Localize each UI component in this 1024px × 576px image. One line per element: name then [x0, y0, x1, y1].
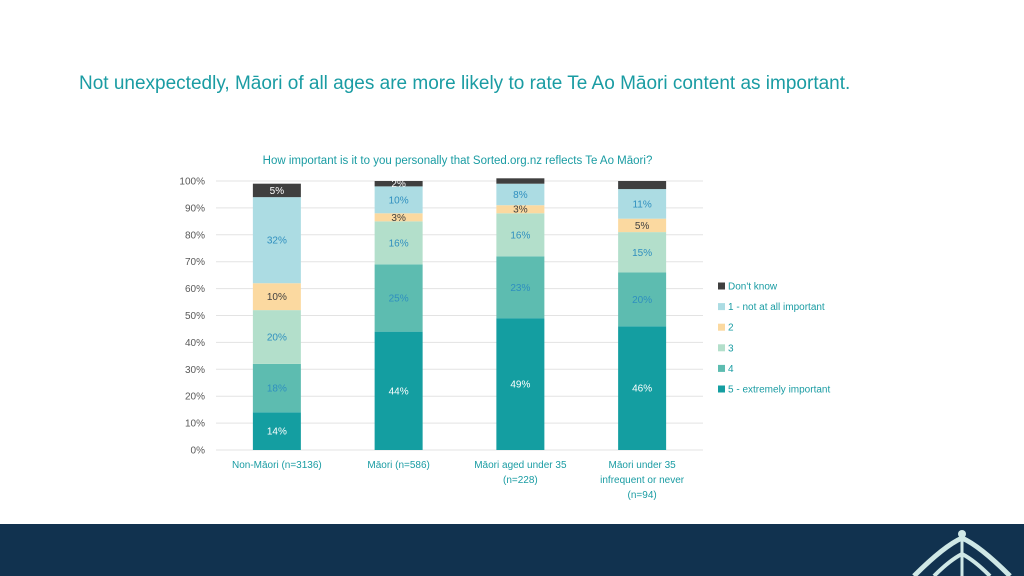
- data-label: 10%: [389, 195, 409, 206]
- y-tick-label: 90%: [185, 203, 205, 214]
- data-label: 44%: [389, 386, 409, 397]
- bar-segment: [618, 326, 667, 450]
- bar-segment: [496, 318, 545, 450]
- legend-swatch: [718, 385, 725, 393]
- bar-segment: [496, 256, 545, 319]
- legend-label: Don't know: [728, 282, 778, 293]
- data-label: 25%: [389, 294, 409, 305]
- bar-segment: [374, 221, 423, 265]
- legend-swatch: [718, 303, 725, 311]
- bar-segment: [374, 331, 423, 450]
- data-label: 2%: [391, 179, 406, 190]
- data-label: 11%: [632, 199, 651, 210]
- bar-segment: [496, 183, 545, 206]
- bar-segment: [496, 178, 545, 184]
- y-tick-label: 10%: [185, 419, 205, 430]
- bar-segment: [252, 412, 301, 450]
- data-label: 3%: [391, 213, 406, 224]
- bar-segment: [374, 181, 423, 187]
- y-tick-label: 20%: [185, 392, 205, 403]
- bar-segment: [496, 213, 545, 257]
- bar-segment: [618, 218, 667, 233]
- data-label: 20%: [267, 333, 287, 344]
- legend-swatch: [718, 282, 725, 290]
- data-label: 49%: [510, 380, 530, 391]
- data-label: 3%: [513, 205, 528, 216]
- legend-swatch: [718, 364, 725, 372]
- y-tick-label: 50%: [185, 311, 205, 322]
- y-tick-label: 0%: [191, 446, 206, 457]
- bar-segment: [618, 272, 667, 327]
- legend-swatch: [718, 323, 725, 331]
- legend-label: 5 - extremely important: [728, 385, 830, 396]
- x-tick-label: Non-Māori (n=3136): [232, 460, 322, 471]
- slide-headline: Not unexpectedly, Māori of all ages are …: [79, 73, 851, 94]
- y-tick-label: 60%: [185, 284, 205, 295]
- bar-segment: [374, 186, 423, 214]
- bar-segment: [252, 310, 301, 364]
- y-tick-label: 70%: [185, 257, 205, 268]
- y-tick-label: 30%: [185, 365, 205, 376]
- legend-label: 3: [728, 343, 734, 354]
- data-label: 15%: [632, 248, 652, 259]
- bar-segment: [496, 205, 545, 214]
- legend-label: 2: [728, 323, 734, 334]
- data-label: 23%: [510, 283, 530, 294]
- data-label: 16%: [389, 238, 409, 249]
- bar-segment: [374, 264, 423, 332]
- y-tick-label: 40%: [185, 338, 205, 349]
- bar-segment: [374, 213, 423, 222]
- bar-segment: [618, 189, 667, 219]
- data-label: 14%: [267, 427, 287, 438]
- data-label: 10%: [267, 292, 287, 303]
- legend-label: 4: [728, 364, 734, 375]
- data-label: 16%: [510, 230, 530, 241]
- data-label: 5%: [635, 221, 650, 232]
- bar-segment: [618, 181, 667, 190]
- legend-swatch: [718, 344, 725, 352]
- bar-segment: [252, 197, 301, 284]
- bar-segment: [252, 183, 301, 198]
- x-tick-label: (n=94): [628, 490, 657, 501]
- bar-segment: [618, 232, 667, 273]
- x-tick-label: Māori (n=586): [367, 460, 430, 471]
- x-tick-label: Māori under 35: [608, 460, 676, 471]
- bar-segment: [252, 283, 301, 311]
- data-label: 5%: [270, 186, 285, 197]
- x-tick-label: Māori aged under 35: [474, 460, 567, 471]
- y-tick-label: 80%: [185, 230, 205, 241]
- x-tick-label: (n=228): [503, 475, 538, 486]
- data-label: 8%: [513, 190, 528, 201]
- data-label: 46%: [632, 384, 652, 395]
- y-tick-label: 100%: [179, 177, 205, 188]
- x-tick-label: infrequent or never: [600, 475, 685, 486]
- koru-logo-icon: [912, 530, 1012, 576]
- legend-label: 1 - not at all important: [728, 302, 825, 313]
- data-label: 20%: [632, 295, 652, 306]
- data-label: 32%: [267, 236, 287, 247]
- chart-title: How important is it to you personally th…: [263, 155, 653, 167]
- bar-segment: [252, 363, 301, 413]
- footer-band: [0, 524, 1024, 576]
- data-label: 18%: [267, 384, 287, 395]
